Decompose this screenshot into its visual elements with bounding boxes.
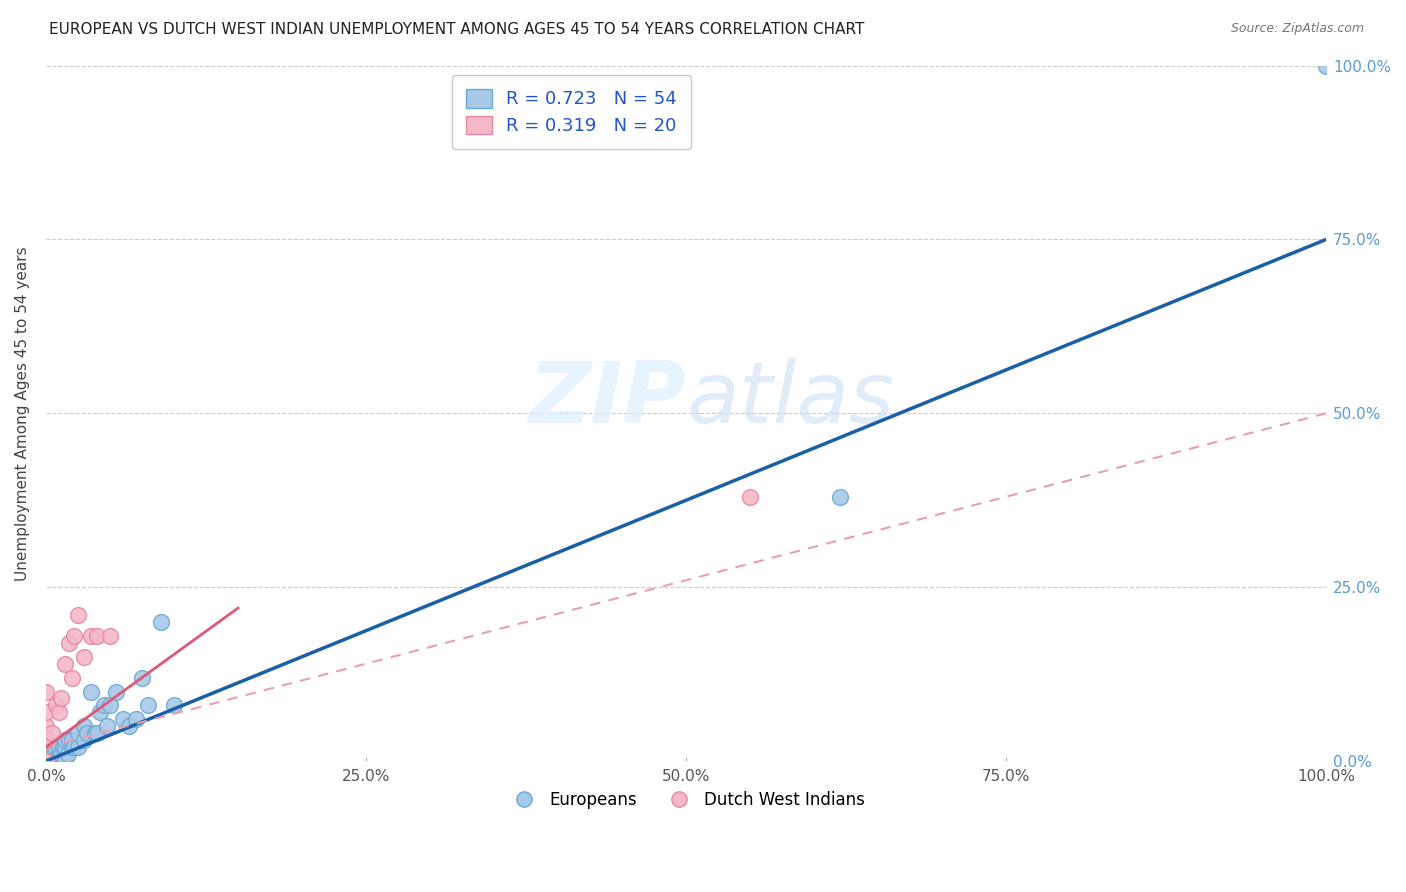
Point (48, 747, 70, 761)
Point (35, 754, 58, 768)
Point (38, 747, 60, 761)
Point (35, 754, 58, 768)
Point (83, 726, 105, 740)
Point (45, 754, 67, 768)
Point (118, 719, 141, 733)
Point (73, 649, 96, 664)
Point (35, 754, 58, 768)
Point (35, 754, 58, 768)
Point (35, 733, 58, 747)
Text: atlas: atlas (686, 358, 894, 441)
Point (58, 636, 80, 650)
Point (150, 615, 173, 629)
Point (35, 754, 58, 768)
Point (35, 754, 58, 768)
Point (35, 754, 58, 768)
Point (35, 754, 58, 768)
Point (1315, 59, 1337, 73)
Point (56, 747, 79, 761)
Point (51, 691, 73, 706)
Point (93, 698, 115, 713)
Y-axis label: Unemployment Among Ages 45 to 54 years: Unemployment Among Ages 45 to 54 years (15, 246, 30, 581)
Point (138, 698, 160, 713)
Point (35, 719, 58, 733)
Point (58, 733, 80, 747)
Point (111, 712, 134, 726)
Point (89, 706, 111, 720)
Point (52, 740, 75, 755)
Point (66, 726, 89, 740)
Point (98, 698, 121, 713)
Point (35, 754, 58, 768)
Point (53, 733, 76, 747)
Point (35, 706, 58, 720)
Legend: Europeans, Dutch West Indians: Europeans, Dutch West Indians (501, 784, 872, 815)
Point (124, 712, 146, 726)
Point (41, 726, 63, 740)
Point (86, 726, 108, 740)
Point (80, 684, 103, 698)
Point (53, 754, 76, 768)
Point (41, 740, 63, 755)
Point (53, 657, 76, 671)
Point (63, 740, 86, 755)
Point (828, 490, 851, 504)
Point (60, 733, 83, 747)
Point (76, 726, 98, 740)
Point (60, 671, 83, 685)
Point (80, 629, 103, 643)
Point (39, 747, 62, 761)
Point (73, 719, 96, 733)
Point (48, 706, 70, 720)
Point (35, 754, 58, 768)
Point (35, 754, 58, 768)
Text: ZIP: ZIP (529, 358, 686, 441)
Point (163, 698, 186, 713)
Point (66, 607, 89, 622)
Point (48, 740, 70, 755)
Point (63, 629, 86, 643)
Point (105, 684, 128, 698)
Point (45, 698, 67, 713)
Point (66, 740, 89, 755)
Point (86, 629, 108, 643)
Point (98, 629, 121, 643)
Point (35, 754, 58, 768)
Point (73, 733, 96, 747)
Point (96, 719, 118, 733)
Point (53, 740, 76, 755)
Point (60, 740, 83, 755)
Point (35, 754, 58, 768)
Point (44, 740, 66, 755)
Point (738, 490, 761, 504)
Point (51, 747, 73, 761)
Text: Source: ZipAtlas.com: Source: ZipAtlas.com (1230, 22, 1364, 36)
Text: EUROPEAN VS DUTCH WEST INDIAN UNEMPLOYMENT AMONG AGES 45 TO 54 YEARS CORRELATION: EUROPEAN VS DUTCH WEST INDIAN UNEMPLOYME… (49, 22, 865, 37)
Point (38, 754, 60, 768)
Point (35, 684, 58, 698)
Point (35, 754, 58, 768)
Point (41, 747, 63, 761)
Point (42, 747, 65, 761)
Point (131, 671, 153, 685)
